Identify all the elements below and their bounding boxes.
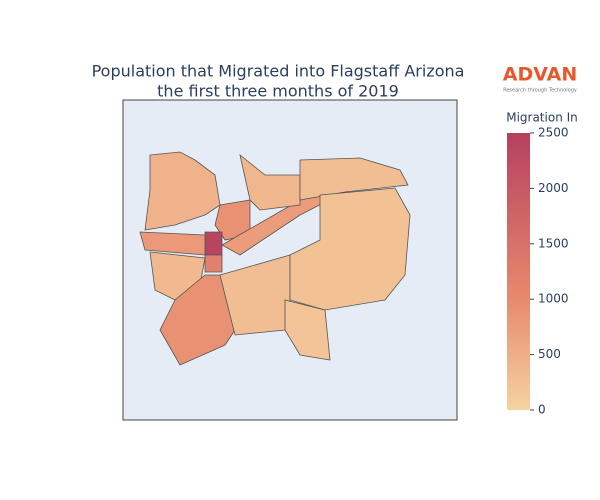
- colorbar-tick-label: 2000: [538, 181, 569, 195]
- colorbar-tick-label: 2500: [538, 126, 569, 140]
- colorbar-ticks: 0 500 1000 1500 2000 2500: [530, 126, 569, 417]
- regions: [139, 151, 411, 366]
- region: [144, 151, 221, 231]
- colorbar: [507, 133, 530, 410]
- region: [204, 254, 223, 273]
- colorbar-tick-label: 500: [538, 347, 561, 361]
- logo-tagline: Research through Technology: [503, 88, 577, 94]
- region: [139, 231, 206, 256]
- region: [204, 231, 223, 256]
- region: [289, 187, 411, 311]
- colorbar-tick-label: 0: [538, 403, 546, 417]
- logo-name: ADVAN: [503, 64, 578, 86]
- colorbar-tick-label: 1000: [538, 292, 569, 306]
- region: [299, 157, 409, 201]
- title-line: Population that Migrated into Flagstaff …: [92, 62, 465, 81]
- region: [239, 153, 301, 211]
- colorbar-title: Migration In: [506, 111, 578, 125]
- region: [284, 299, 331, 361]
- title-line: the first three months of 2019: [157, 82, 399, 101]
- colorbar-tick-label: 1500: [538, 236, 569, 250]
